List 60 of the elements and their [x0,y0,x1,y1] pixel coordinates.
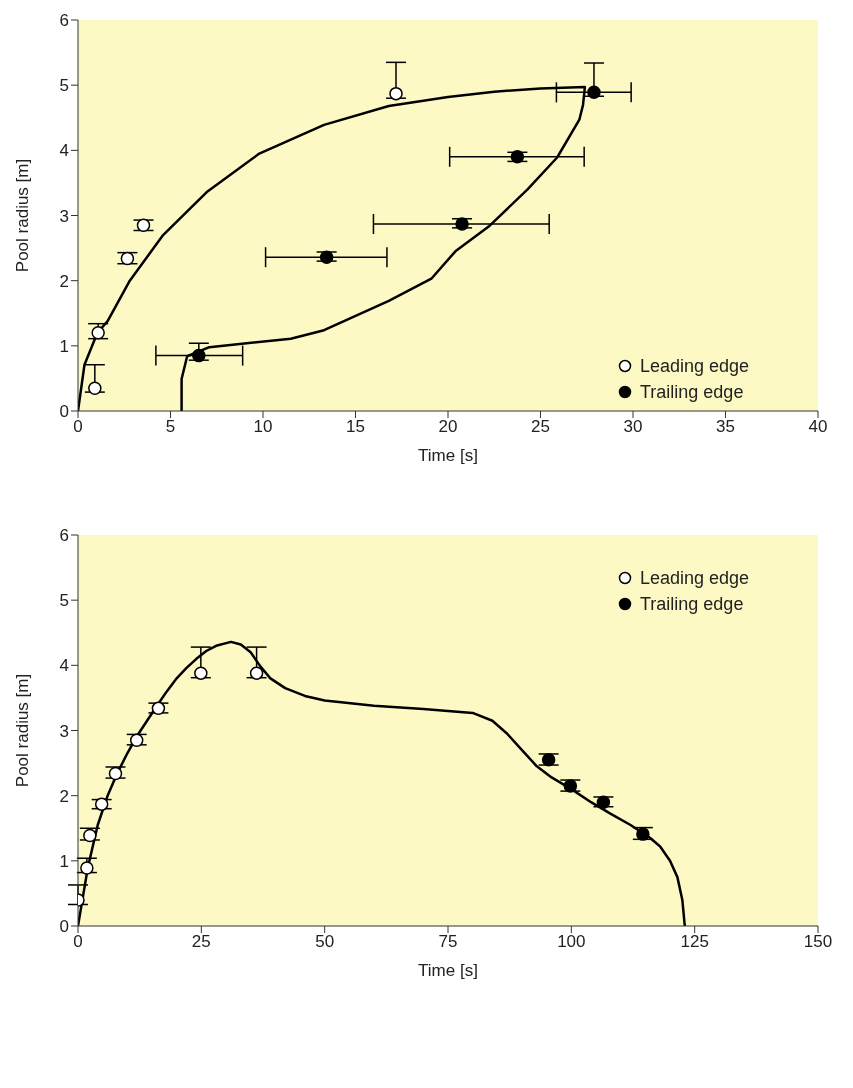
y-tick-label: 3 [59,206,69,226]
x-tick-label: 15 [346,417,365,437]
y-tick-label: 6 [59,526,69,546]
y-tick-label: 1 [59,851,69,871]
x-tick-label: 75 [438,932,458,952]
point [249,666,264,680]
point [455,217,469,231]
point [319,250,334,264]
y-tick-label: 3 [59,721,69,741]
point [80,861,94,875]
x-tick-label: 5 [165,417,176,437]
y-tick-label: 6 [59,11,69,31]
x-axis-title: Time [s] [418,446,478,465]
point [108,766,123,781]
y-tick-label: 4 [59,141,69,161]
y-axis-title: Pool radius [m] [13,673,33,788]
y-tick-label: 0 [59,402,69,422]
legend-label: Trailing edge [640,381,744,404]
x-tick-label: 50 [315,932,335,952]
point [129,733,144,748]
y-tick-label: 5 [59,76,69,96]
x-tick-label: 30 [623,417,643,437]
y-tick-label: 0 [59,917,69,937]
x-tick-label: 25 [191,932,211,952]
legend-label: Trailing edge [640,593,744,616]
point [91,326,105,340]
point [389,86,403,101]
point [510,150,525,164]
point [596,795,611,809]
x-tick-label: 0 [73,417,83,437]
legend-label: Leading edge [640,567,750,590]
x-tick-label: 35 [716,417,735,437]
point [563,779,578,793]
y-tick-label: 4 [59,656,69,676]
x-tick-label: 100 [557,932,586,952]
point [194,666,208,680]
x-tick-label: 25 [531,417,550,437]
point [120,251,135,266]
legend-label: Leading edge [640,355,750,378]
x-tick-label: 125 [680,932,709,952]
y-axis-title: Pool radius [m] [13,158,33,273]
y-tick-label: 2 [59,786,69,806]
x-tick-label: 150 [803,932,833,952]
x-tick-label: 10 [253,417,273,437]
point [88,381,102,395]
x-tick-label: 40 [808,417,828,437]
point [151,701,166,716]
point [587,85,601,100]
point [541,753,556,767]
point [136,218,151,233]
x-tick-label: 20 [438,417,458,437]
y-tick-label: 2 [59,271,69,291]
x-axis-title: Time [s] [418,961,478,980]
point [83,828,97,843]
y-tick-label: 5 [59,591,69,611]
point [636,827,650,841]
y-tick-label: 1 [59,336,69,356]
point [192,348,206,363]
point [94,797,109,811]
x-tick-label: 0 [73,932,83,952]
